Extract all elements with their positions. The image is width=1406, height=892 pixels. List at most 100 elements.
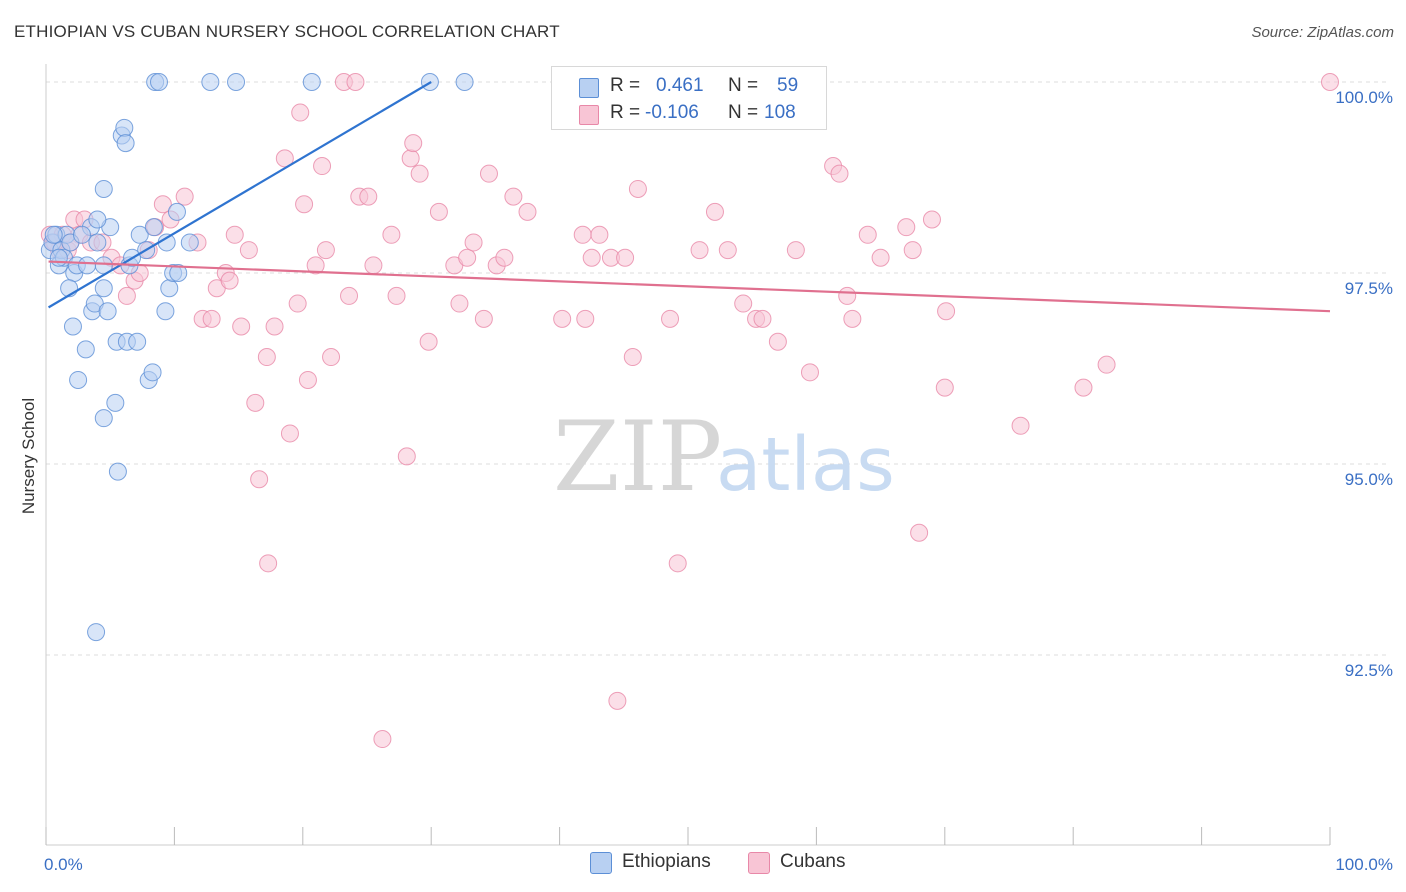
cuban-legend-swatch — [748, 852, 770, 874]
cuban-point — [910, 523, 929, 542]
cuban-point — [734, 294, 753, 313]
cuban-point — [576, 309, 595, 328]
cuban-point — [668, 554, 687, 573]
ethiopian-point — [69, 370, 88, 389]
ethiopian-point — [87, 623, 106, 642]
cuban-point — [306, 256, 325, 275]
ethiopian-point — [106, 393, 125, 412]
y-tick-labels: 92.5% 95.0% 97.5% 100.0% — [1335, 88, 1393, 680]
legend-r-value: -0.106 — [645, 102, 699, 123]
cuban-point — [291, 103, 310, 122]
cuban-point — [753, 309, 772, 328]
y-tick-label: 92.5% — [1345, 661, 1393, 680]
cuban-point — [830, 164, 849, 183]
cuban-point — [401, 149, 420, 168]
ethiopian-point — [115, 118, 134, 137]
cuban-point — [590, 225, 609, 244]
cuban-point — [871, 248, 890, 267]
cuban-point — [843, 309, 862, 328]
cuban-point — [410, 164, 429, 183]
cuban-point — [628, 179, 647, 198]
cuban-point — [288, 294, 307, 313]
cuban-point — [239, 241, 258, 260]
cuban-point — [464, 233, 483, 252]
cuban-point — [495, 248, 514, 267]
cuban-point — [232, 317, 251, 336]
legend-n-label: N = — [728, 102, 759, 123]
cuban-point — [346, 73, 365, 91]
ethiopian-point — [227, 73, 246, 91]
source-credit: Source: ZipAtlas.com — [1251, 24, 1394, 41]
cuban-point — [718, 241, 737, 260]
y-tick-label: 100.0% — [1335, 88, 1393, 107]
cuban-point — [474, 309, 493, 328]
cuban-point — [1011, 416, 1030, 435]
cuban-point — [265, 317, 284, 336]
ethiopian-point — [72, 225, 91, 244]
ethiopian-point — [108, 462, 127, 481]
ethiopian-point — [88, 233, 107, 252]
cuban-point — [616, 248, 635, 267]
legend-r-label: R = — [610, 75, 641, 96]
series-points — [40, 73, 1339, 749]
ethiopian-point — [76, 340, 95, 359]
ethiopian-point — [143, 363, 162, 382]
cuban-point — [518, 202, 537, 221]
x-tick-label: 100.0% — [1335, 855, 1393, 874]
ethiopian-point — [44, 225, 63, 244]
cuban-point — [313, 157, 332, 176]
cuban-point — [295, 195, 314, 214]
legend-r-value: 0.461 — [656, 75, 704, 96]
watermark: ZIP atlas — [553, 401, 895, 513]
cuban-point — [382, 225, 401, 244]
y-axis-label-group: Nursery School — [19, 398, 38, 514]
legend-n-value: 108 — [764, 102, 796, 123]
legend-label-ethiopians: Ethiopians — [622, 851, 711, 872]
cuban-point — [153, 195, 172, 214]
watermark-zip: ZIP — [553, 401, 722, 513]
ethiopian-point — [160, 279, 179, 298]
cuban-point — [608, 691, 627, 710]
ethiopian-point — [116, 134, 135, 153]
cuban-point — [800, 363, 819, 382]
cuban-point — [117, 286, 136, 305]
ethiopian-point — [78, 256, 97, 275]
cuban-point — [858, 225, 877, 244]
axes — [45, 64, 1331, 846]
cuban-point — [573, 225, 592, 244]
legend-row-cubans: R = -0.106 N = 108 — [552, 102, 826, 130]
cuban-point — [504, 187, 523, 206]
cuban-point — [404, 134, 423, 153]
cuban-point — [202, 309, 221, 328]
cuban-point — [661, 309, 680, 328]
cuban-point — [316, 241, 335, 260]
cuban-point — [298, 370, 317, 389]
cuban-point — [935, 378, 954, 397]
legend-label-cubans: Cubans — [780, 851, 846, 872]
cuban-point — [1097, 355, 1116, 374]
cuban-point — [768, 332, 787, 351]
ethiopian-point — [201, 73, 220, 91]
ethiopian-trend-line — [48, 81, 432, 309]
cuban-trend-line — [48, 260, 1331, 313]
cuban-point — [373, 730, 392, 749]
ethiopian-point — [94, 179, 113, 198]
ethiopian-point — [88, 210, 107, 229]
cuban-point — [359, 187, 378, 206]
cuban-point — [623, 348, 642, 367]
ethiopian-point — [94, 279, 113, 298]
cuban-point — [897, 218, 916, 237]
ethiopian-point — [455, 73, 474, 91]
cuban-point — [275, 149, 294, 168]
cuban-point — [838, 286, 857, 305]
cuban-point — [429, 202, 448, 221]
cuban-point — [690, 241, 709, 260]
ethiopian-point — [128, 332, 147, 351]
watermark-atlas: atlas — [716, 422, 895, 508]
cuban-point — [246, 393, 265, 412]
cuban-point — [450, 294, 469, 313]
cuban-point — [280, 424, 299, 443]
cuban-point — [397, 447, 416, 466]
ethiopian-point — [144, 218, 163, 237]
ethiopian-point — [63, 317, 82, 336]
